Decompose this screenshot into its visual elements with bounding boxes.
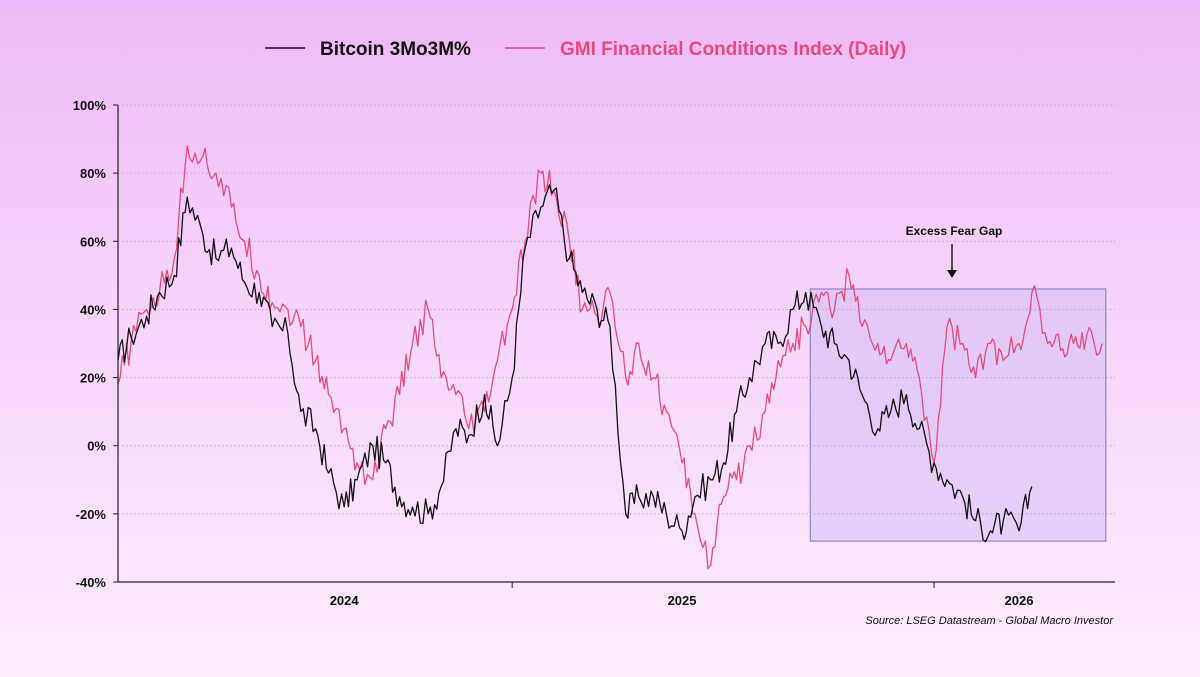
annotation-text: Excess Fear Gap [906, 224, 1003, 238]
y-tick-label: 80% [80, 166, 106, 181]
y-tick-label: 40% [80, 302, 106, 317]
y-tick-label: -40% [76, 575, 107, 590]
y-tick-label: 60% [80, 234, 106, 249]
axis-layer: 100% 80% 60% 40% 20% 0% -20% -40% 2024 2025 2026 [73, 98, 1115, 608]
legend: Bitcoin 3Mo3M% GMI Financial Conditions … [265, 39, 906, 60]
y-tick-label: -20% [76, 507, 107, 522]
legend-label-gmi: GMI Financial Conditions Index (Daily) [560, 39, 906, 60]
x-tick-label: 2024 [330, 593, 360, 608]
x-tick-label: 2025 [668, 593, 697, 608]
y-tick-label: 100% [73, 98, 107, 113]
y-tick-label: 20% [80, 371, 106, 386]
annotation-arrow-head [947, 270, 957, 278]
series-layer [117, 145, 1103, 570]
series-line-bitcoin [117, 184, 1033, 543]
x-tick-label: 2026 [1005, 593, 1034, 608]
annotation-excess-fear-gap: Excess Fear Gap [906, 224, 1003, 278]
legend-label-bitcoin: Bitcoin 3Mo3M% [320, 39, 471, 60]
source-note: Source: LSEG Datastream - Global Macro I… [865, 615, 1114, 627]
series-line-gmi [117, 145, 1103, 570]
y-tick-label: 0% [87, 439, 106, 454]
